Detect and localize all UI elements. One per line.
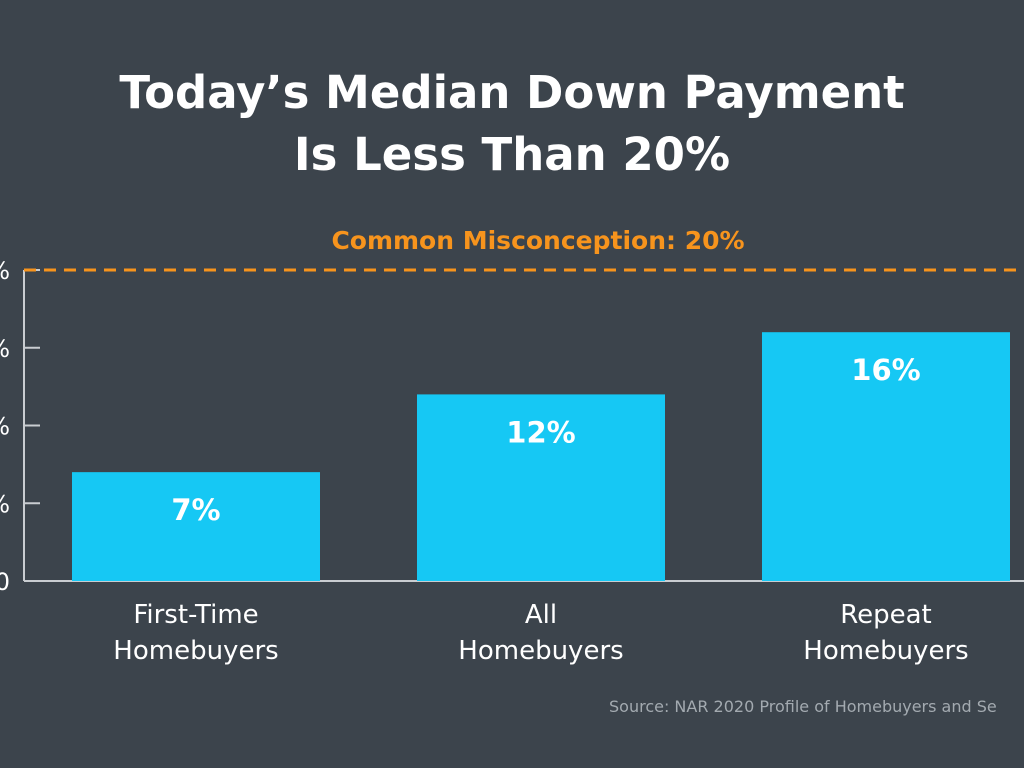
y-tick-label: 5% <box>0 490 10 518</box>
bar-value-label: 7% <box>171 493 220 527</box>
bar-value-label: 12% <box>506 415 575 449</box>
y-tick-label: 20% <box>0 257 10 285</box>
x-category-label: First-Time <box>133 600 258 630</box>
chart-title: Today’s Median Down Payment Is Less Than… <box>0 62 1024 186</box>
x-category-label: All <box>525 600 557 630</box>
source-note: Source: NAR 2020 Profile of Homebuyers a… <box>609 697 997 716</box>
bar <box>762 332 1010 581</box>
x-category-label: Homebuyers <box>803 636 968 666</box>
bar <box>417 394 665 581</box>
x-category-label: Homebuyers <box>113 636 278 666</box>
x-category-label: Homebuyers <box>458 636 623 666</box>
reference-line-label: Common Misconception: 20% <box>331 226 744 255</box>
bar-value-label: 16% <box>851 353 920 387</box>
y-tick-label: 15% <box>0 335 10 363</box>
x-category-label: Repeat <box>840 600 932 630</box>
title-line-2: Is Less Than 20% <box>293 128 731 181</box>
y-tick-label: 10% <box>0 413 10 441</box>
title-line-1: Today’s Median Down Payment <box>119 66 905 119</box>
bar <box>72 472 320 581</box>
y-tick-label: 0 <box>0 568 10 596</box>
